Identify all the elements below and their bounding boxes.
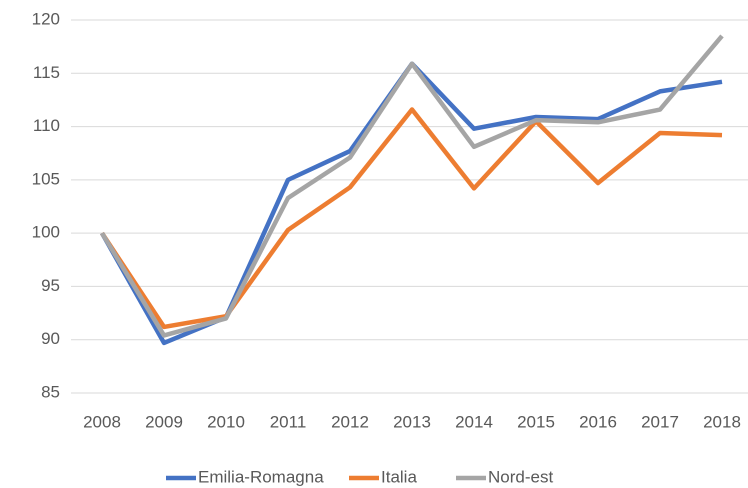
y-tick-label: 110 (33, 116, 60, 135)
x-tick-label: 2011 (270, 412, 307, 431)
series-line (100, 61, 723, 346)
x-tick-label: 2018 (703, 412, 741, 431)
y-tick-label: 105 (32, 169, 60, 188)
x-tick-label: 2017 (641, 412, 679, 431)
y-tick-label: 120 (32, 9, 60, 28)
y-tick-label: 100 (32, 223, 60, 242)
series-line (100, 107, 723, 330)
x-tick-label: 2016 (579, 412, 617, 431)
y-tick-label: 85 (41, 382, 60, 401)
y-tick-label: 90 (41, 329, 60, 348)
x-tick-label: 2008 (83, 412, 121, 431)
legend-label: Italia (381, 467, 417, 486)
y-tick-label: 115 (33, 63, 60, 82)
legend-label: Emilia-Romagna (198, 467, 324, 486)
x-tick-label: 2015 (517, 412, 555, 431)
legend-label: Nord-est (488, 467, 553, 486)
y-tick-label: 95 (41, 276, 60, 295)
x-tick-label: 2010 (207, 412, 245, 431)
x-tick-label: 2013 (393, 412, 431, 431)
x-tick-label: 2014 (455, 412, 493, 431)
x-tick-label: 2012 (331, 412, 369, 431)
series-line (100, 34, 724, 338)
x-tick-label: 2009 (145, 412, 183, 431)
